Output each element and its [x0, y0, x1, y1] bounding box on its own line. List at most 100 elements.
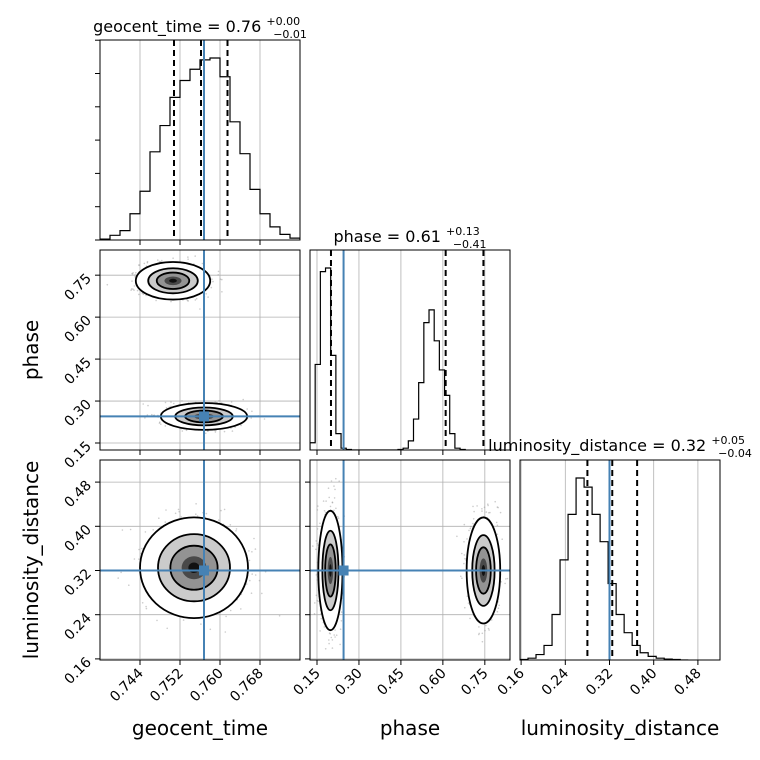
- sample-point: [221, 291, 223, 293]
- sample-point: [497, 506, 499, 509]
- sample-point: [494, 500, 497, 503]
- sample-point: [145, 607, 148, 610]
- sample-point: [472, 522, 474, 525]
- sample-point: [473, 510, 475, 513]
- sample-point: [476, 505, 478, 507]
- sample-point: [495, 521, 498, 524]
- sample-point: [218, 400, 220, 402]
- title-luminosity-distance-plus: +0.05: [711, 434, 745, 447]
- y-tick-label: 0.60: [61, 313, 94, 346]
- sample-point: [315, 540, 318, 542]
- sample-point: [319, 630, 321, 632]
- sample-point: [130, 289, 132, 291]
- sample-point: [200, 623, 202, 625]
- title-phase: phase = 0.61 +0.13 −0.41: [333, 220, 486, 251]
- sample-point: [489, 511, 491, 514]
- sample-point: [470, 525, 472, 528]
- x-tick-label: 0.752: [147, 666, 187, 706]
- sample-point: [214, 401, 216, 403]
- sample-point: [217, 274, 219, 276]
- sample-point: [121, 529, 124, 531]
- sample-point: [158, 517, 160, 519]
- sample-point: [132, 288, 134, 290]
- contour-line: [134, 261, 212, 301]
- title-luminosity-distance-minus: −0.04: [718, 447, 752, 460]
- sample-point: [338, 480, 341, 483]
- sample-point: [199, 308, 201, 310]
- title-phase-main: phase = 0.61: [333, 227, 440, 246]
- sample-point: [246, 408, 248, 410]
- sample-point: [469, 527, 472, 530]
- sample-point: [504, 582, 506, 585]
- sample-point: [138, 558, 140, 560]
- sample-point: [317, 505, 319, 507]
- sample-point: [177, 508, 180, 511]
- panel-border: [309, 459, 511, 661]
- sample-point: [164, 425, 167, 427]
- sample-point: [157, 259, 159, 261]
- sample-point: [120, 571, 122, 574]
- sample-point: [340, 620, 343, 622]
- sample-point: [235, 528, 238, 530]
- sample-point: [333, 485, 335, 487]
- x-tick-label: 0.30: [332, 666, 365, 699]
- sample-point: [151, 413, 153, 416]
- sample-point: [316, 509, 319, 511]
- sample-point: [229, 524, 232, 526]
- sample-point: [278, 615, 281, 617]
- sample-point: [141, 602, 144, 604]
- sample-point: [461, 577, 463, 579]
- sample-point: [487, 504, 489, 507]
- title-geocent-time: geocent_time = 0.76 +0.00 −0.01: [93, 10, 307, 41]
- x-tick-label: 0.16: [495, 665, 528, 698]
- sample-point: [156, 619, 158, 622]
- sample-point: [225, 615, 227, 618]
- sample-point: [258, 579, 261, 582]
- sample-point: [165, 509, 167, 511]
- sample-point: [144, 531, 147, 533]
- sample-point: [499, 511, 502, 514]
- panel-content: [310, 460, 510, 660]
- sample-point: [487, 503, 489, 506]
- sample-point: [263, 418, 266, 420]
- x-tick-label: 0.75: [458, 666, 491, 699]
- sample-point: [173, 402, 175, 405]
- sample-point: [496, 533, 499, 536]
- sample-point: [219, 278, 222, 281]
- truth-marker: [338, 565, 349, 576]
- sample-point: [464, 606, 466, 609]
- sample-point: [106, 283, 109, 286]
- sample-point: [472, 505, 474, 508]
- sample-point: [339, 628, 342, 630]
- sample-point: [324, 648, 327, 650]
- sample-point: [335, 507, 337, 510]
- sample-point: [481, 632, 484, 635]
- sample-point: [254, 548, 257, 550]
- sample-point: [478, 632, 481, 635]
- truth-marker: [199, 411, 209, 422]
- sample-point: [328, 639, 330, 641]
- sample-point: [161, 259, 163, 262]
- sample-point: [136, 289, 139, 292]
- y-tick-label: 0.15: [61, 439, 94, 472]
- sample-point: [170, 401, 172, 403]
- sample-point: [487, 627, 490, 630]
- xlabel-geocent-time: geocent_time: [132, 716, 268, 740]
- ylabel-luminosity-distance: luminosity_distance: [19, 461, 43, 660]
- sample-point: [481, 510, 483, 512]
- panel-content: [100, 250, 300, 450]
- sample-point: [464, 557, 466, 560]
- x-tick-label: 0.60: [416, 666, 449, 699]
- sample-point: [204, 432, 207, 435]
- sample-point: [490, 619, 493, 621]
- sample-point: [195, 503, 197, 505]
- sample-point: [164, 401, 167, 404]
- sample-point: [340, 611, 343, 613]
- ylabel-phase: phase: [19, 320, 43, 380]
- sample-point: [330, 480, 333, 482]
- x-tick-label: 0.24: [539, 665, 572, 698]
- sample-point: [319, 522, 321, 525]
- sample-point: [128, 584, 130, 586]
- panel-border: [99, 249, 301, 451]
